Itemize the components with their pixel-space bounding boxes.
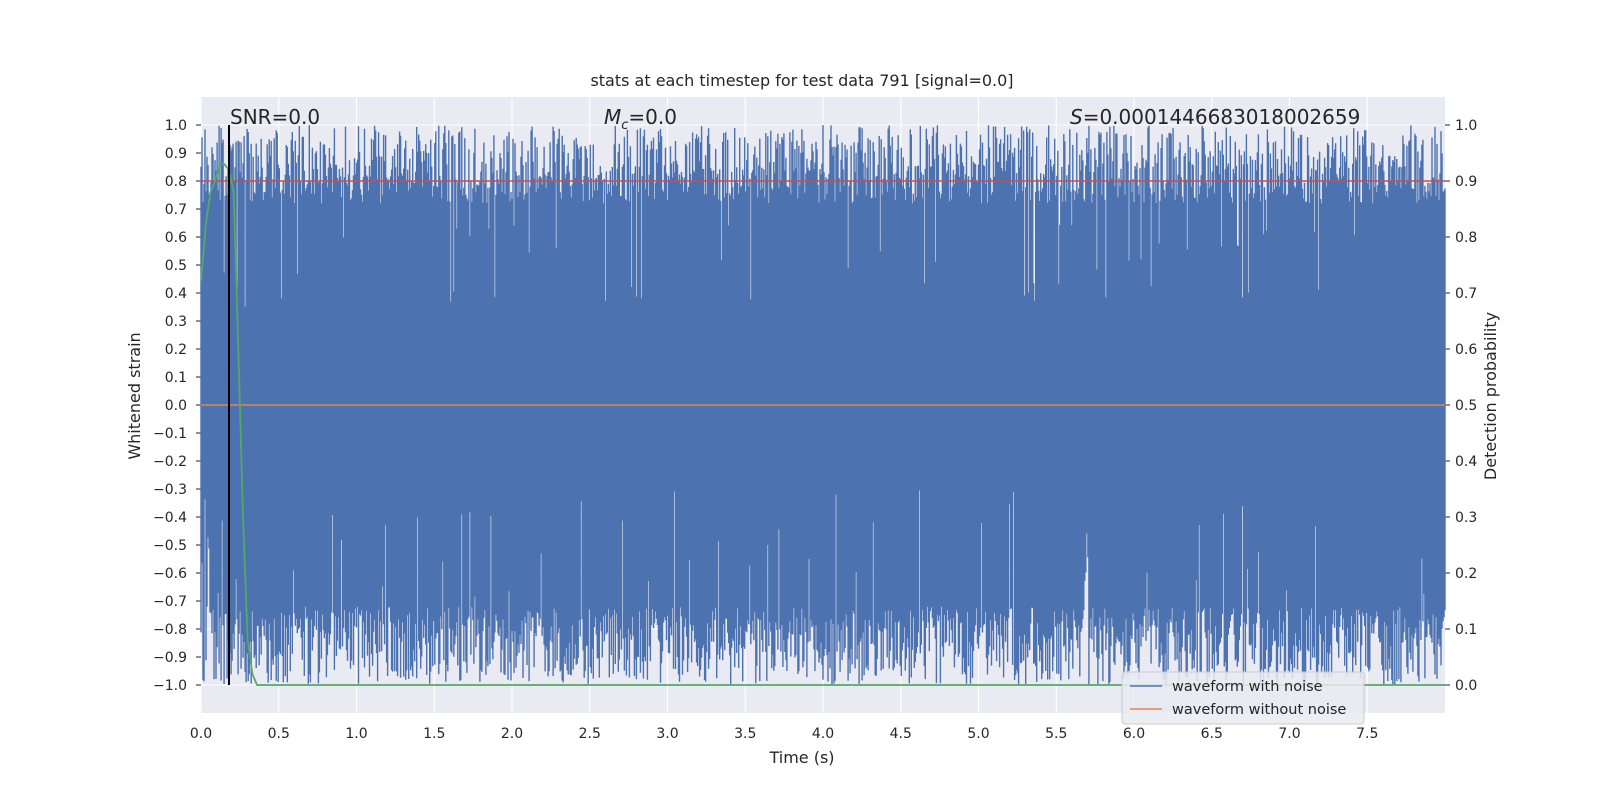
x-tick-label: 2.5	[579, 726, 601, 742]
x-tick-label: 5.5	[1045, 726, 1067, 742]
y2-tick-label: 0.1	[1455, 622, 1477, 638]
x-tick-label: 1.5	[423, 726, 445, 742]
legend-label-noise: waveform with noise	[1172, 679, 1323, 695]
y-tick-label: 0.9	[165, 146, 187, 162]
y-tick-label: −0.6	[153, 566, 187, 582]
y-tick-label: 1.0	[165, 118, 187, 134]
y2-tick-label: 0.0	[1455, 678, 1477, 694]
x-tick-label: 3.5	[734, 726, 756, 742]
y-tick-label: −0.4	[153, 510, 187, 526]
y-tick-label: 0.3	[165, 314, 187, 330]
series-waveform-with-noise	[200, 125, 1446, 685]
y-tick-label: −0.2	[153, 454, 187, 470]
chirp-mass-annotation: Mc=0.0	[604, 105, 677, 133]
x-axis-label: Time (s)	[768, 748, 834, 767]
y2-tick-label: 0.6	[1455, 342, 1477, 358]
y-tick-label: 0.4	[165, 286, 187, 302]
y-tick-label: −0.3	[153, 482, 187, 498]
y2-tick-label: 1.0	[1455, 118, 1477, 134]
y2-tick-label: 0.2	[1455, 566, 1477, 582]
y-tick-label: 0.6	[165, 230, 187, 246]
chirp-mass-subscript: c	[621, 118, 628, 133]
x-tick-label: 3.0	[656, 726, 678, 742]
y-tick-label: 0.0	[165, 398, 187, 414]
y-tick-label: 0.2	[165, 342, 187, 358]
x-tick-label: 4.0	[812, 726, 834, 742]
y-tick-label: −0.1	[153, 426, 187, 442]
y-tick-label: 0.5	[165, 258, 187, 274]
x-tick-label: 6.0	[1123, 726, 1145, 742]
x-tick-label: 2.0	[501, 726, 523, 742]
chirp-mass-value: =0.0	[628, 105, 677, 129]
y2-tick-label: 0.7	[1455, 286, 1477, 302]
y-tick-label: −0.5	[153, 538, 187, 554]
y2-tick-label: 0.4	[1455, 454, 1477, 470]
y-tick-label: −1.0	[153, 678, 187, 694]
legend: waveform with noise waveform without noi…	[1121, 671, 1365, 725]
x-tick-label: 0.0	[190, 726, 212, 742]
y-axis-label: Whitened strain	[125, 332, 144, 459]
y2-tick-label: 0.3	[1455, 510, 1477, 526]
series-detection-probability	[200, 163, 1445, 686]
y2-tick-label: 0.8	[1455, 230, 1477, 246]
legend-label-clean: waveform without noise	[1172, 702, 1346, 718]
x-tick-label: 0.5	[268, 726, 290, 742]
y2-tick-label: 0.5	[1455, 398, 1477, 414]
s-symbol: S	[1070, 105, 1083, 129]
x-tick-label: 1.0	[345, 726, 367, 742]
y-tick-label: −0.8	[153, 622, 187, 638]
y-tick-label: 0.7	[165, 202, 187, 218]
x-tick-label: 6.5	[1201, 726, 1223, 742]
x-tick-label: 7.0	[1278, 726, 1300, 742]
s-value: =0.0001446683018002659	[1083, 105, 1361, 129]
y2-tick-label: 0.9	[1455, 174, 1477, 190]
y2-axis-label: Detection probability	[1481, 312, 1500, 480]
chart-title: stats at each timestep for test data 791…	[590, 71, 1013, 90]
legend-box	[1121, 671, 1365, 725]
plot-area: 0.0 0.5 1.0 1.5 2.0 2.5 3.0 3.5 4.0 4.5 5.0 5.5 6.0 6…	[153, 97, 1477, 742]
y-tick-label: −0.9	[153, 650, 187, 666]
y-tick-label: 0.1	[165, 370, 187, 386]
y-tick-label: −0.7	[153, 594, 187, 610]
x-tick-label: 4.5	[890, 726, 912, 742]
chirp-mass-symbol: M	[604, 105, 621, 129]
s-annotation: S=0.0001446683018002659	[1070, 105, 1360, 129]
x-tick-label: 5.0	[967, 726, 989, 742]
snr-annotation: SNR=0.0	[230, 105, 320, 129]
x-tick-label: 7.5	[1356, 726, 1378, 742]
y-tick-label: 0.8	[165, 174, 187, 190]
